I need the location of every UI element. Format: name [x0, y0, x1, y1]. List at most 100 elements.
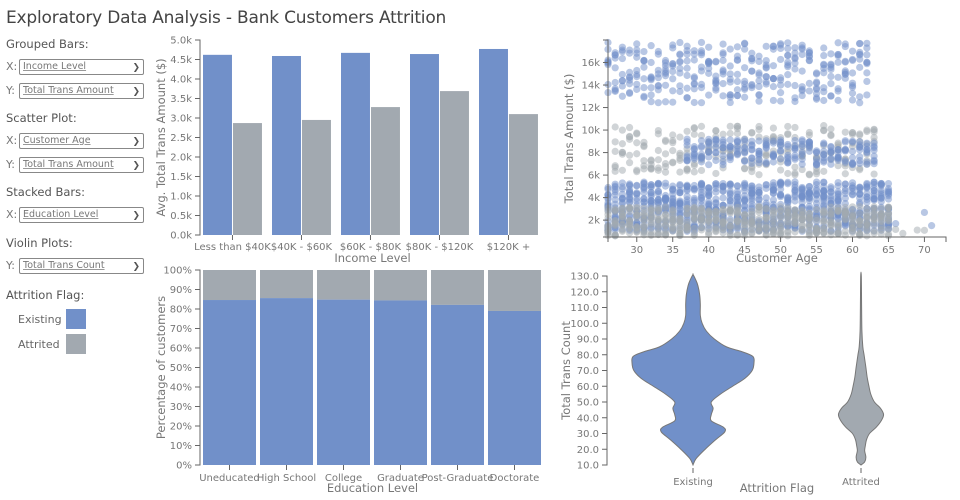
point-existing [870, 156, 878, 164]
point-existing [726, 196, 734, 205]
point-existing [676, 189, 684, 197]
point-attrited [848, 203, 857, 211]
y-tick-label: 1.0k [170, 192, 192, 203]
x-tick-label: 35 [666, 245, 679, 256]
point-attrited [719, 206, 727, 214]
point-attrited [633, 204, 641, 212]
point-attrited [884, 209, 893, 217]
point-attrited [633, 150, 641, 158]
point-existing [741, 93, 749, 101]
point-existing [856, 99, 864, 107]
point-attrited [676, 215, 684, 223]
point-existing [705, 43, 713, 51]
point-attrited [611, 162, 619, 170]
point-existing [769, 137, 778, 145]
y-axis-line [603, 39, 609, 238]
point-existing [848, 69, 857, 77]
point-attrited [683, 204, 691, 212]
point-attrited [784, 130, 792, 138]
point-existing [848, 154, 857, 162]
point-existing [784, 194, 792, 202]
x-axis-title: Customer Age [736, 251, 818, 265]
point-attrited [841, 207, 849, 215]
point-existing [697, 83, 706, 92]
point-existing [856, 55, 864, 63]
point-existing [618, 70, 626, 79]
point-existing [625, 187, 634, 196]
point-attrited [762, 226, 770, 234]
y-tick-label: 60% [170, 344, 192, 355]
point-attrited [647, 212, 655, 220]
bar-attrited [232, 123, 262, 235]
point-attrited [705, 228, 713, 237]
point-existing [647, 84, 655, 92]
x-tick-label: 55 [810, 245, 823, 256]
grouped-bars-x-select[interactable]: Income Level ❯ [19, 58, 144, 75]
scatter-chart: 2k 4k 6k 8k 10k 12k 14k 16k 30 35 40 45 50 55 60 65 70 Cu… [562, 38, 947, 265]
point-attrited [856, 216, 864, 224]
point-existing [892, 220, 900, 228]
point-attrited [884, 225, 893, 233]
point-attrited [798, 206, 806, 214]
grouped-bar-chart: Less than $40K $40K - $60K $60K - $80K $80K… [154, 36, 538, 265]
grouped-bars-y-select[interactable]: Total Trans Amount ❯ [19, 82, 144, 99]
point-attrited [827, 227, 835, 235]
point-existing [820, 151, 828, 159]
point-attrited [683, 210, 691, 218]
stacked-x-select[interactable]: Education Level ❯ [19, 206, 144, 223]
violin-attrited [837, 271, 885, 466]
point-existing [611, 51, 619, 59]
point-existing [755, 147, 763, 155]
point-attrited [820, 229, 828, 237]
y-tick-label: 0.0k [170, 231, 192, 242]
point-existing [820, 64, 828, 72]
point-existing [733, 195, 742, 203]
x-tick-label: College [325, 473, 362, 484]
point-existing [640, 83, 648, 92]
point-attrited [661, 203, 670, 211]
point-attrited [661, 222, 670, 230]
point-attrited [798, 165, 806, 174]
scatter-y-select[interactable]: Total Trans Amount ❯ [19, 156, 144, 173]
point-existing [676, 58, 684, 66]
y-tick-label: 40.0 [577, 413, 599, 424]
point-existing [776, 97, 785, 105]
point-existing [769, 158, 778, 166]
point-existing [676, 82, 684, 90]
point-attrited [755, 227, 763, 235]
point-attrited [654, 156, 662, 164]
point-attrited [661, 150, 670, 158]
scatter-points [604, 38, 936, 240]
point-existing [848, 96, 857, 104]
point-existing [733, 91, 742, 100]
x-tick-label: $60K - $80K [340, 242, 402, 253]
point-existing [863, 160, 871, 168]
point-existing [618, 194, 626, 203]
scatter-x-select[interactable]: Customer Age ❯ [19, 132, 144, 149]
point-existing [712, 148, 720, 157]
y-tick-label: 8k [588, 148, 600, 159]
bar-existing [203, 54, 232, 235]
point-existing [798, 183, 806, 192]
point-existing [856, 138, 864, 146]
point-existing [647, 197, 655, 205]
point-existing [733, 70, 742, 79]
point-existing [690, 56, 698, 64]
point-existing [705, 148, 713, 156]
point-existing [762, 42, 770, 50]
point-attrited [640, 223, 648, 231]
point-existing [741, 202, 749, 210]
point-existing [683, 50, 691, 58]
point-attrited [863, 232, 871, 240]
x-tick-label: 60 [846, 245, 859, 256]
point-attrited [633, 211, 641, 219]
point-existing [812, 84, 821, 92]
point-attrited [776, 213, 785, 221]
point-existing [856, 40, 864, 48]
point-existing [755, 188, 763, 196]
point-attrited [647, 221, 655, 229]
violin-y-select[interactable]: Total Trans Count ❯ [19, 257, 144, 274]
point-attrited [848, 128, 857, 137]
point-attrited [661, 160, 670, 168]
point-existing [769, 96, 778, 105]
